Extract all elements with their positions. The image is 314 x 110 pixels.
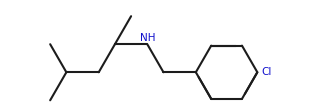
Text: Cl: Cl [261,67,272,77]
Text: NH: NH [139,33,155,43]
